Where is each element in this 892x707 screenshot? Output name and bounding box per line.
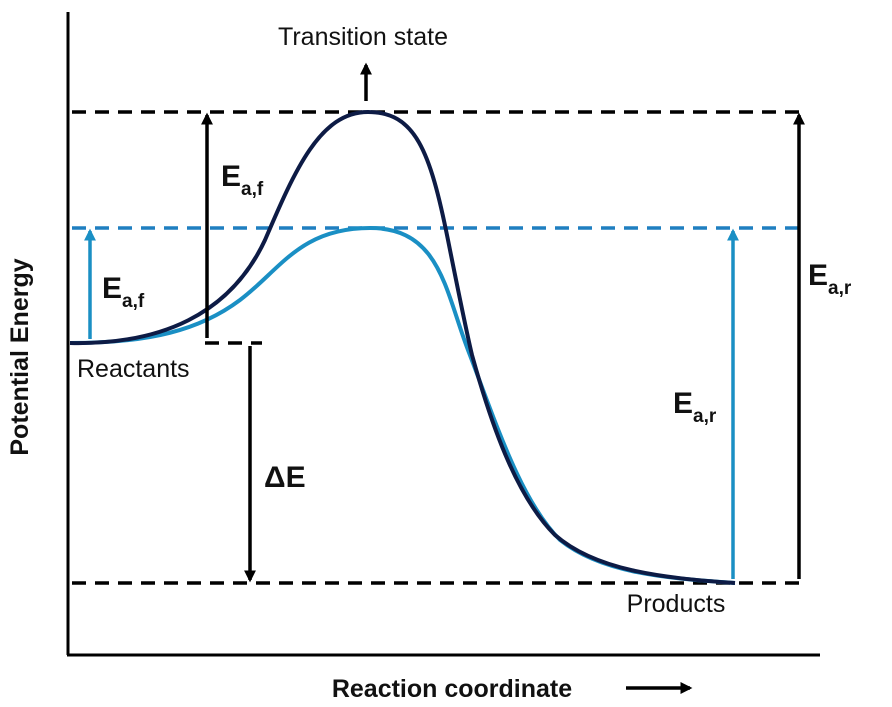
transition-state-label: Transition state bbox=[278, 23, 448, 51]
delta-e-label: ΔE bbox=[264, 461, 306, 494]
x-axis-title: Reaction coordinate bbox=[332, 675, 572, 703]
ea-forward-label: Ea,f bbox=[221, 160, 264, 200]
catalyzed-curve bbox=[69, 225, 736, 585]
y-axis-title: Potential Energy bbox=[6, 258, 34, 455]
products-label: Products bbox=[627, 590, 726, 618]
uncatalyzed-curve bbox=[69, 109, 736, 585]
reactants-label: Reactants bbox=[77, 355, 190, 383]
ea-reverse-catalyzed-label: Ea,r bbox=[673, 387, 717, 427]
ea-forward-catalyzed-label: Ea,f bbox=[102, 272, 145, 312]
ea-reverse-label: Ea,r bbox=[808, 259, 852, 299]
